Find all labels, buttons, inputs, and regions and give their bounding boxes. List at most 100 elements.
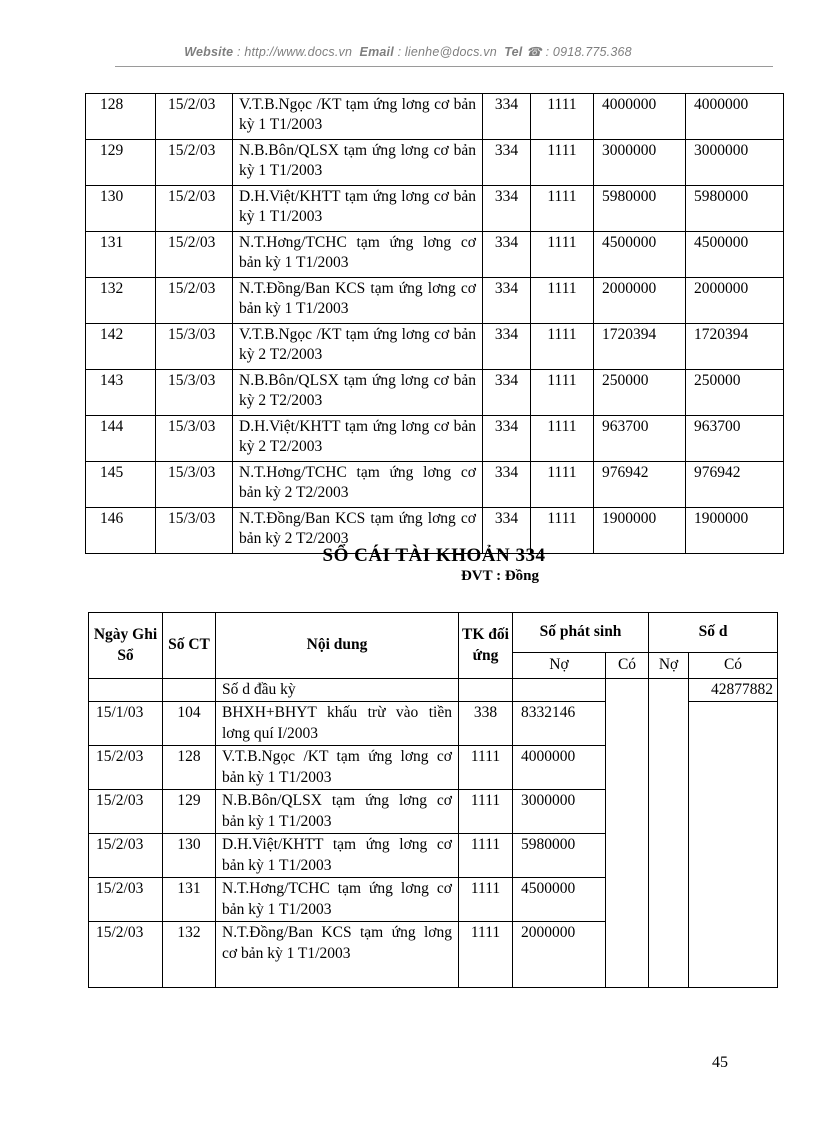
journal-cell-description: D.H.Việt/KHTT tạm ứng lơng cơ bản kỳ 1 T… xyxy=(232,185,483,232)
ledger-cell-date: 15/2/03 xyxy=(88,877,163,923)
ledger-cell-date: 15/2/03 xyxy=(88,833,163,879)
ledger-cell-voucher-no xyxy=(162,677,216,703)
journal-cell-date: 15/2/03 xyxy=(155,93,233,140)
email-label: Email xyxy=(359,45,394,59)
journal-table-row: 142 15/3/03 V.T.B.Ngọc /KT tạm ứng lơng cơ… xyxy=(85,323,784,370)
ledger-cell-incurred-debit: 3000000 xyxy=(512,789,606,835)
journal-cell-description: N.T.Hơng/TCHC tạm ứng lơng cơ bản kỳ 1 T… xyxy=(232,231,483,278)
journal-cell-date: 15/3/03 xyxy=(155,507,233,554)
journal-cell-description: V.T.B.Ngọc /KT tạm ứng lơng cơ bản kỳ 2 … xyxy=(232,323,483,370)
journal-cell-entry-no: 146 xyxy=(85,507,156,554)
journal-cell-account: 334 xyxy=(482,185,531,232)
journal-cell-debit-amount: 3000000 xyxy=(593,139,686,186)
ledger-cell-voucher-no: 130 xyxy=(162,833,216,879)
ledger-cell-date xyxy=(88,677,163,703)
ledger-header-incurred-debit: Nợ xyxy=(512,652,606,679)
journal-cell-date: 15/2/03 xyxy=(155,139,233,186)
ledger-table-row: 15/2/03 128 V.T.B.Ngọc /KT tạm ứng lơng cơ… xyxy=(88,745,778,791)
ledger-cell-date: 15/2/03 xyxy=(88,789,163,835)
journal-cell-entry-no: 129 xyxy=(85,139,156,186)
journal-table-row: 144 15/3/03 D.H.Việt/KHTT tạm ứng lơng cơ … xyxy=(85,415,784,462)
journal-cell-account: 334 xyxy=(482,93,531,140)
ledger-header-balance-credit: Có xyxy=(688,652,779,679)
website-value: : http://www.docs.vn xyxy=(237,45,353,59)
journal-cell-description: N.B.Bôn/QLSX tạm ứng lơng cơ bản kỳ 2 T2… xyxy=(232,369,483,416)
journal-cell-account: 334 xyxy=(482,277,531,324)
journal-cell-entry-no: 145 xyxy=(85,461,156,508)
ledger-unit-text: ĐVT : Đồng xyxy=(460,568,540,584)
journal-cell-description: N.T.Đồng/Ban KCS tạm ứng lơng cơ bản kỳ … xyxy=(232,277,483,324)
ledger-table-row: Số d đầu kỳ 42877882 xyxy=(88,677,779,989)
ledger-cell-description: N.T.Đồng/Ban KCS tạm ứng lơng cơ bản kỳ … xyxy=(215,921,459,989)
journal-cell-account: 334 xyxy=(482,461,531,508)
ledger-cell-voucher-no: 104 xyxy=(162,701,216,747)
ledger-header-balance-debit: Nợ xyxy=(648,652,690,679)
ledger-table-row: 15/2/03 130 D.H.Việt/KHTT tạm ứng lơng cơ … xyxy=(88,833,778,879)
journal-cell-debit-amount: 1720394 xyxy=(593,323,686,370)
journal-table-row: 131 15/2/03 N.T.Hơng/TCHC tạm ứng lơng cơ … xyxy=(85,231,784,278)
ledger-header-description: Nội dung xyxy=(215,612,459,679)
ledger-unit: ĐVT : Đồng xyxy=(85,568,783,585)
journal-cell-contra-account: 1111 xyxy=(530,369,594,416)
journal-cell-debit-amount: 963700 xyxy=(593,415,686,462)
journal-cell-debit-amount: 1900000 xyxy=(593,507,686,554)
ledger-cell-contra-account: 1111 xyxy=(458,789,513,835)
journal-cell-date: 15/3/03 xyxy=(155,461,233,508)
ledger-cell-incurred-debit: 2000000 xyxy=(512,921,606,989)
ledger-cell-contra-account: 1111 xyxy=(458,877,513,923)
ledger-table-body: Số d đầu kỳ 42877882 15/1/03 104 BHXH+BHYT k… xyxy=(88,677,779,989)
ledger-cell-incurred-debit xyxy=(512,677,606,703)
ledger-cell-voucher-no: 128 xyxy=(162,745,216,791)
ledger-cell-balance-credit: 42877882 xyxy=(688,677,779,703)
ledger-cell-voucher-no: 132 xyxy=(162,921,216,989)
ledger-header-contra-account: TK đối ứng xyxy=(458,612,513,679)
journal-cell-debit-amount: 4500000 xyxy=(593,231,686,278)
ledger-cell-description: D.H.Việt/KHTT tạm ứng lơng cơ bản kỳ 1 T… xyxy=(215,833,459,879)
journal-cell-debit-amount: 4000000 xyxy=(593,93,686,140)
ledger-cell-description: BHXH+BHYT khấu trừ vào tiền lơng quí I/2… xyxy=(215,701,459,747)
journal-cell-credit-amount: 5980000 xyxy=(685,185,784,232)
journal-cell-entry-no: 128 xyxy=(85,93,156,140)
ledger-cell-description: N.T.Hơng/TCHC tạm ứng lơng cơ bản kỳ 1 T… xyxy=(215,877,459,923)
ledger-cell-description: N.B.Bôn/QLSX tạm ứng lơng cơ bản kỳ 1 T1… xyxy=(215,789,459,835)
journal-cell-account: 334 xyxy=(482,323,531,370)
ledger-cell-balance-debit xyxy=(648,677,690,989)
website-label: Website xyxy=(184,45,234,59)
journal-cell-date: 15/2/03 xyxy=(155,277,233,324)
journal-table-row: 145 15/3/03 N.T.Hơng/TCHC tạm ứng lơng cơ … xyxy=(85,461,784,508)
journal-cell-date: 15/3/03 xyxy=(155,323,233,370)
ledger-cell-description: V.T.B.Ngọc /KT tạm ứng lơng cơ bản kỳ 1 … xyxy=(215,745,459,791)
journal-cell-entry-no: 131 xyxy=(85,231,156,278)
ledger-header-amount-incurred: Số phát sinh xyxy=(511,612,650,653)
ledger-cell-balance-credit xyxy=(688,701,779,989)
ledger-cell-description: Số d đầu kỳ xyxy=(215,677,459,703)
ledger-cell-incurred-debit: 8332146 xyxy=(512,701,606,747)
ledger-cell-incurred-debit: 4500000 xyxy=(512,877,606,923)
journal-cell-debit-amount: 250000 xyxy=(593,369,686,416)
journal-cell-description: V.T.B.Ngọc /KT tạm ứng lơng cơ bản kỳ 1 … xyxy=(232,93,483,140)
ledger-cell-incurred-credit xyxy=(604,677,650,989)
journal-cell-contra-account: 1111 xyxy=(530,185,594,232)
journal-cell-credit-amount: 963700 xyxy=(685,415,784,462)
ledger-cell-contra-account: 1111 xyxy=(458,745,513,791)
ledger-header-balance: Số d xyxy=(648,612,779,653)
journal-table-row: 130 15/2/03 D.H.Việt/KHTT tạm ứng lơng cơ … xyxy=(85,185,784,232)
ledger-cell-voucher-no: 131 xyxy=(162,877,216,923)
journal-cell-date: 15/2/03 xyxy=(155,185,233,232)
journal-cell-description: N.B.Bôn/QLSX tạm ứng lơng cơ bản kỳ 1 T1… xyxy=(232,139,483,186)
email-value: : lienhe@docs.vn xyxy=(397,45,497,59)
journal-cell-credit-amount: 250000 xyxy=(685,369,784,416)
journal-cell-account: 334 xyxy=(482,415,531,462)
journal-cell-credit-amount: 4000000 xyxy=(685,93,784,140)
ledger-table-head: Ngày Ghi Sổ Số CT Nội dung TK đối ứng Số… xyxy=(88,612,779,679)
journal-table-row: 128 15/2/03 V.T.B.Ngọc /KT tạm ứng lơng cơ… xyxy=(85,93,784,140)
journal-cell-description: D.H.Việt/KHTT tạm ứng lơng cơ bản kỳ 2 T… xyxy=(232,415,483,462)
journal-cell-debit-amount: 2000000 xyxy=(593,277,686,324)
ledger-table-row: 15/2/03 132 N.T.Đồng/Ban KCS tạm ứng lơng … xyxy=(88,921,778,989)
ledger-cell-voucher-no: 129 xyxy=(162,789,216,835)
journal-cell-contra-account: 1111 xyxy=(530,231,594,278)
journal-table-body: 128 15/2/03 V.T.B.Ngọc /KT tạm ứng lơng cơ… xyxy=(85,93,784,554)
journal-cell-contra-account: 1111 xyxy=(530,323,594,370)
ledger-table-row: 15/1/03 104 BHXH+BHYT khấu trừ vào tiền lơ… xyxy=(88,701,779,989)
